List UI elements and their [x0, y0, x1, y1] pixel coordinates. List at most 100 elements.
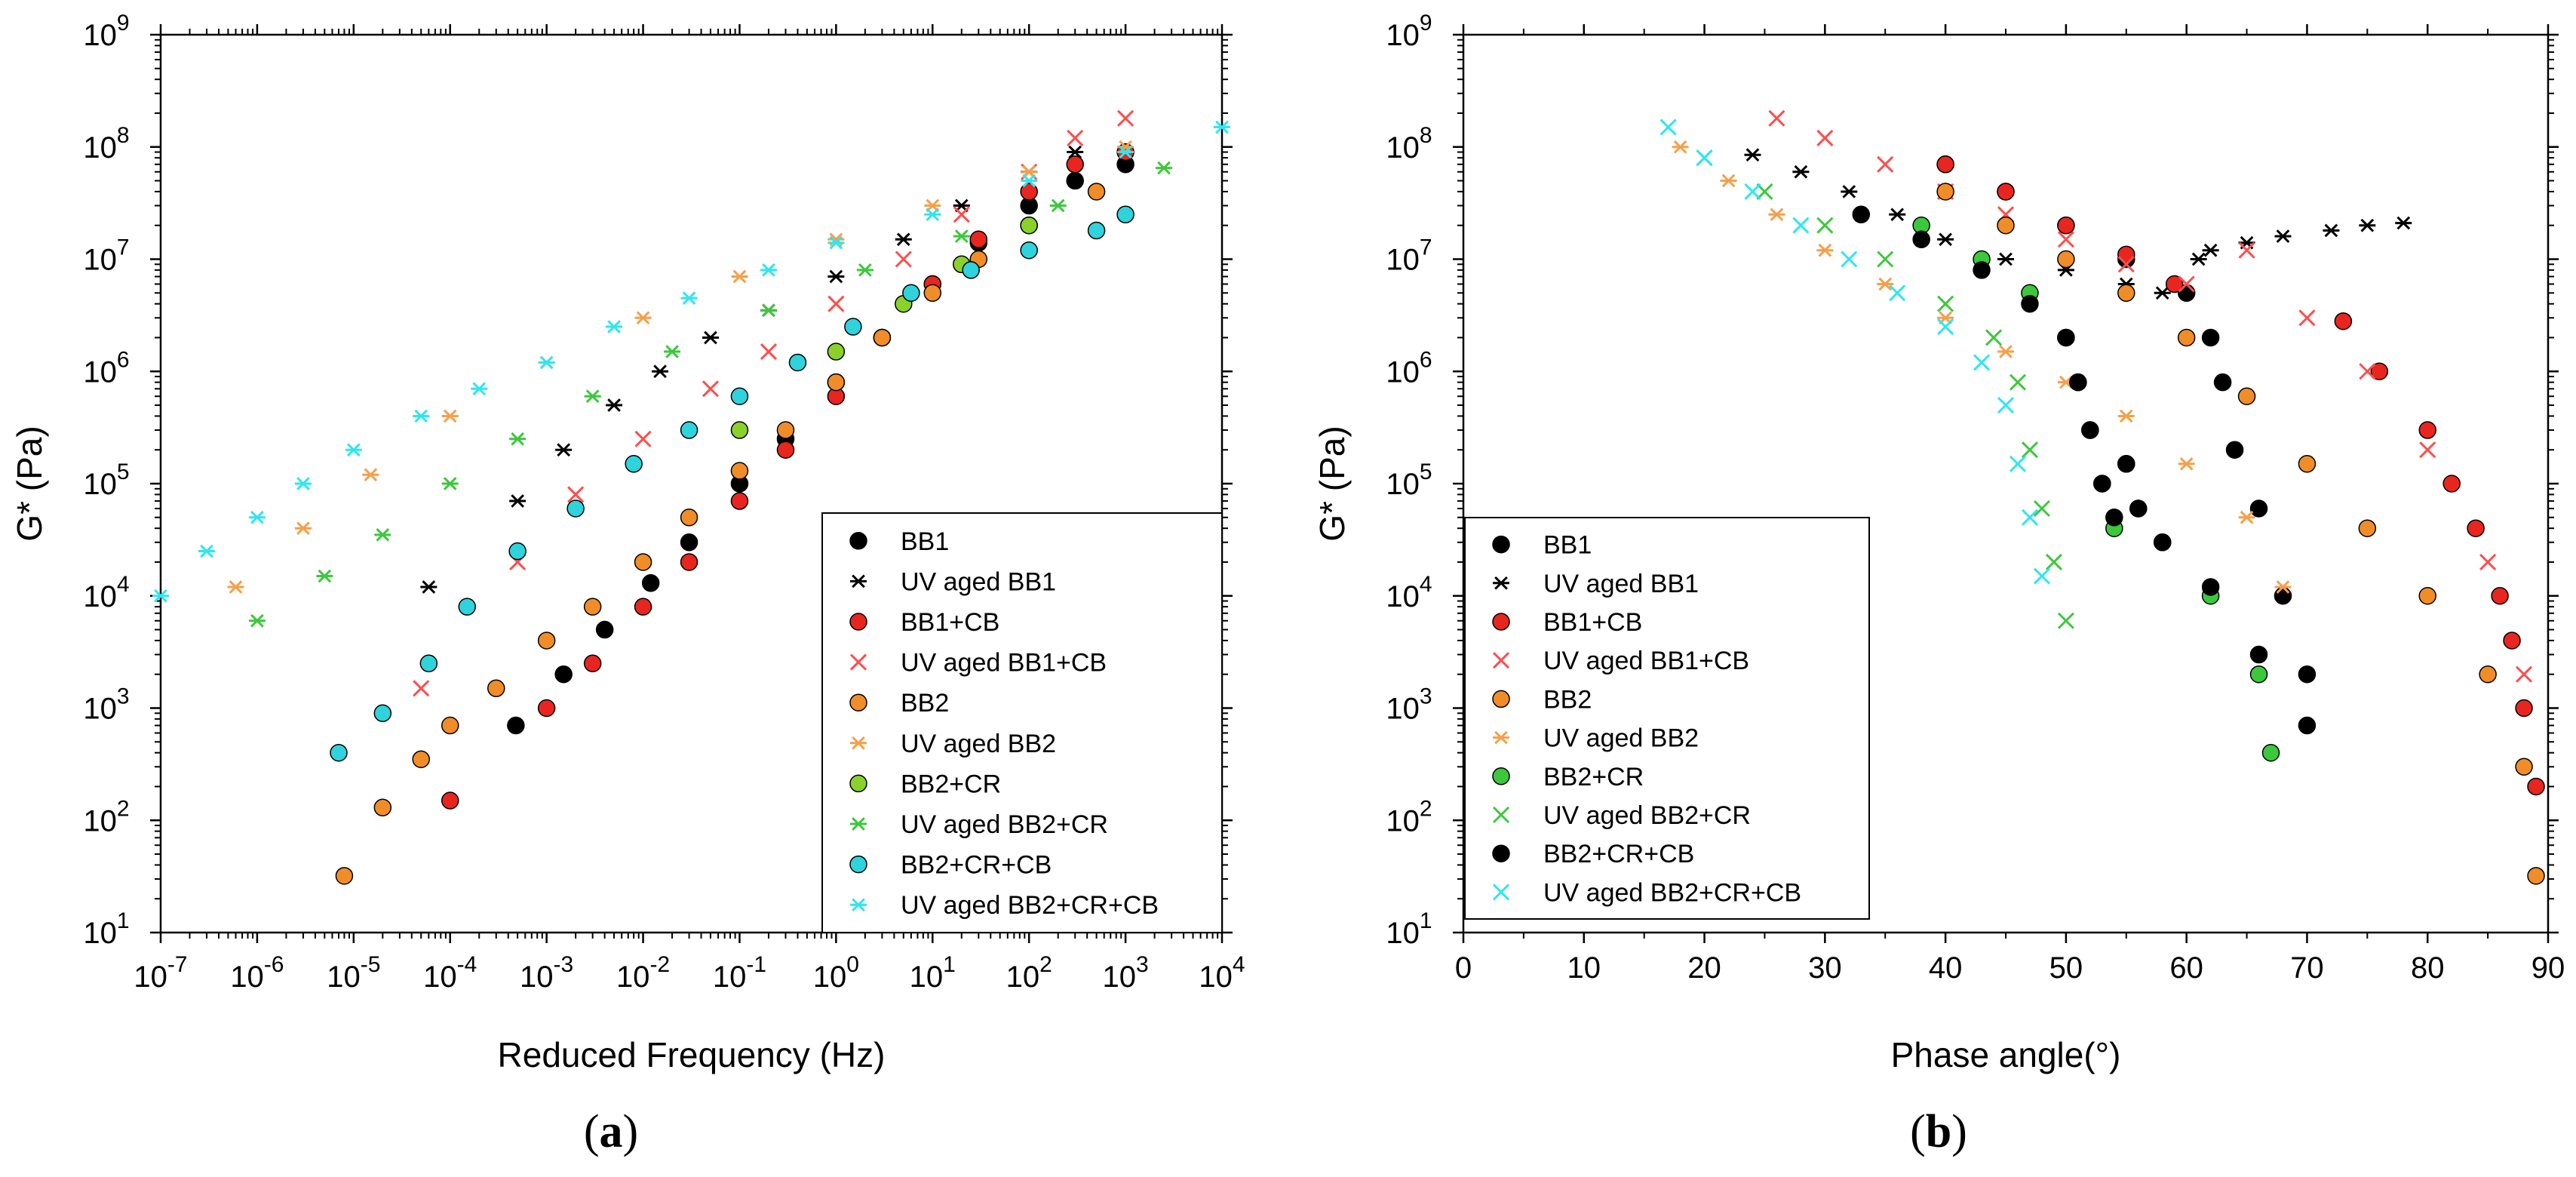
data-point: [1877, 277, 1894, 291]
data-point: [1841, 250, 1858, 268]
data-point: [2057, 216, 2075, 235]
x-tick-label: 10-4: [423, 952, 477, 994]
x-tick-label-base: 10: [713, 960, 747, 994]
data-point: [294, 521, 312, 536]
y-tick-label: 103: [83, 684, 129, 726]
series-uv-aged-bb1: [420, 145, 1084, 594]
data-point: [335, 867, 354, 885]
data-point: [1936, 183, 1954, 201]
y-tick-label-base: 10: [1386, 244, 1420, 277]
y-tick-label: 108: [83, 123, 129, 164]
data-point: [730, 492, 749, 510]
data-point: [595, 620, 614, 639]
series-uv-aged-bb2-cr-cb: [152, 120, 1230, 603]
x-tick-label: 10-1: [713, 952, 766, 994]
data-point: [2237, 387, 2256, 405]
data-point: [1841, 185, 1858, 198]
data-point: [2045, 553, 2062, 571]
x-tick-label-base: 10: [910, 960, 944, 994]
data-point: [625, 455, 643, 473]
legend-label: UV aged BB1: [901, 567, 1056, 596]
data-point: [2418, 421, 2436, 439]
x-tick-label: 101: [910, 952, 956, 994]
legend-marker: [849, 855, 867, 874]
data-point: [248, 613, 266, 628]
legend: BB1 UV aged BB1 BB1+CB UV aged BB1+CB BB2 UV …: [1464, 517, 1870, 920]
data-point: [2202, 243, 2219, 257]
data-point: [664, 345, 681, 358]
legend-label: BB1: [1543, 531, 1592, 560]
data-point: [844, 318, 862, 336]
data-point: [566, 499, 585, 518]
x-tick-label-base: 10: [1006, 960, 1040, 994]
y-tick-label-exponent: 8: [1420, 123, 1432, 148]
y-tick-label-base: 10: [83, 355, 117, 389]
data-point: [730, 421, 749, 439]
y-tick-label: 101: [83, 908, 129, 950]
data-point: [2117, 256, 2135, 273]
data-point: [827, 343, 846, 361]
legend-label: BB2+CR: [1543, 763, 1644, 791]
data-point: [554, 665, 573, 684]
series-bb1-cb: [1936, 155, 2545, 796]
series-bb2: [335, 183, 1106, 885]
y-tick-label-base: 10: [1386, 580, 1420, 613]
x-tick-label-exponent: 4: [1233, 952, 1245, 977]
data-point: [1912, 230, 1930, 249]
y-tick-label: 105: [1386, 459, 1432, 501]
data-point: [413, 409, 430, 423]
data-point: [2178, 275, 2195, 293]
data-point: [2323, 223, 2340, 238]
x-tick-label: 102: [1006, 952, 1052, 994]
data-point: [634, 311, 652, 325]
legend-marker: [1493, 576, 1509, 590]
data-point: [1792, 217, 1810, 234]
data-point: [702, 380, 720, 398]
data-point: [680, 533, 698, 552]
data-point: [2419, 441, 2436, 459]
y-tick-label-exponent: 3: [117, 684, 130, 709]
data-point: [1889, 207, 1906, 222]
data-point: [316, 569, 333, 583]
data-point: [2359, 363, 2376, 380]
y-tick-label: 102: [1386, 796, 1432, 837]
y-tick-label: 105: [83, 459, 129, 501]
data-point: [2515, 665, 2533, 683]
data-point: [2165, 275, 2184, 293]
data-point: [730, 462, 749, 480]
data-point: [1214, 120, 1230, 134]
data-point: [2201, 578, 2220, 596]
data-point: [294, 477, 312, 490]
legend-marker: [849, 653, 867, 671]
x-tick-label-base: 10: [1199, 960, 1233, 994]
data-point: [1066, 155, 1084, 174]
data-point: [458, 598, 477, 616]
data-point: [2201, 328, 2220, 347]
data-point: [1889, 284, 1906, 302]
y-tick-label: 101: [1386, 908, 1432, 950]
data-point: [953, 229, 970, 243]
data-point: [2213, 373, 2232, 392]
data-point: [419, 654, 438, 673]
data-point: [2298, 665, 2317, 684]
y-tick-label-exponent: 7: [1420, 235, 1432, 260]
x-tick-label: 10-3: [520, 952, 573, 994]
data-point: [2370, 362, 2389, 380]
data-point: [634, 553, 652, 571]
data-point: [1937, 318, 1954, 336]
data-point: [2358, 519, 2377, 537]
x-tick-label: 10-5: [327, 952, 380, 994]
data-point: [441, 791, 459, 810]
series-uv-aged-bb2-cr: [1696, 149, 2074, 629]
legend-label: BB1+CB: [1543, 608, 1642, 637]
y-tick-label-base: 10: [1386, 917, 1420, 950]
x-tick-label-exponent: -7: [167, 952, 188, 977]
data-point: [634, 430, 652, 447]
data-point: [2178, 456, 2195, 471]
data-point: [227, 580, 244, 594]
data-point: [895, 232, 912, 247]
series-bb2-cr-cb: [1852, 205, 2317, 735]
data-point: [584, 389, 601, 404]
y-tick-label: 107: [1386, 235, 1432, 277]
legend-marker: [1492, 535, 1510, 554]
